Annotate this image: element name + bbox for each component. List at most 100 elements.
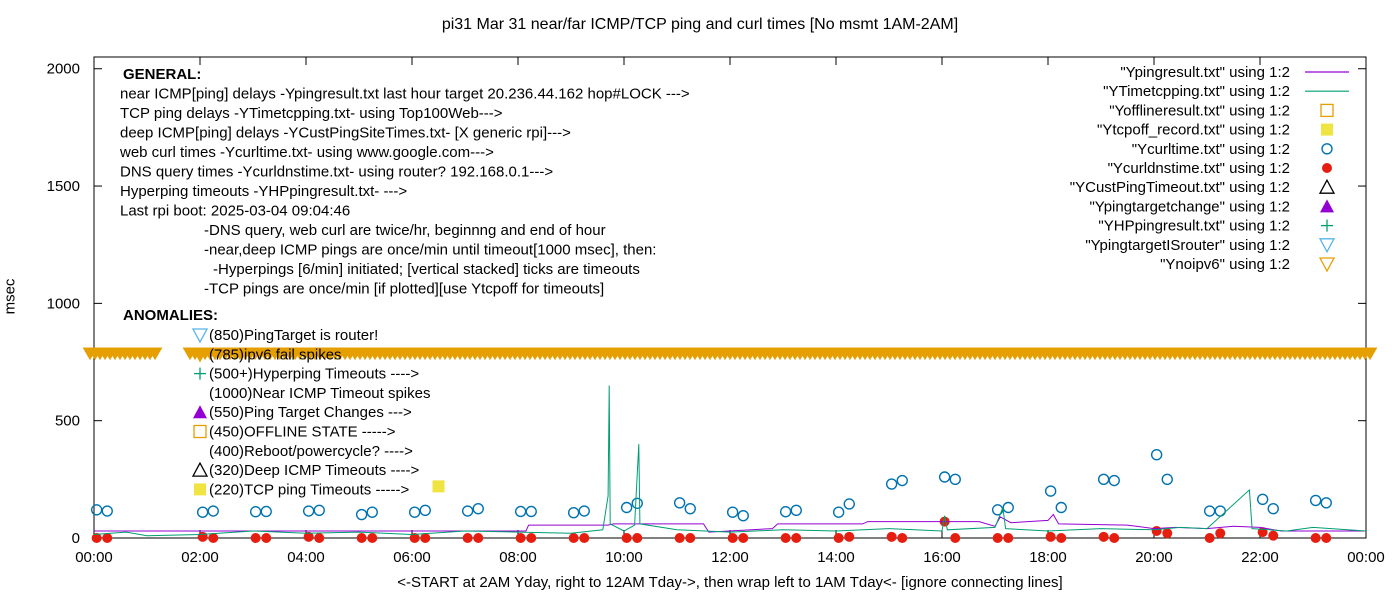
data-point-1-38: [1151, 525, 1162, 536]
general-note-0: GENERAL:: [123, 66, 201, 83]
data-point-0-33: [1002, 501, 1014, 514]
x-tick-label-1: 02:00: [181, 549, 219, 566]
general-note-8: -DNS query, web curl are twice/hr, begin…: [204, 222, 606, 239]
data-point-1-44: [1310, 533, 1321, 543]
legend-label-10: "Ynoipv6" using 1:2: [1160, 256, 1290, 273]
y-tick-label-1: 500: [55, 413, 80, 430]
data-point-0-7: [313, 504, 325, 517]
general-note-2: TCP ping delays -YTimetcpping.txt- using…: [120, 105, 503, 122]
data-point-0-36: [1097, 473, 1110, 486]
data-point-0-11: [419, 504, 431, 517]
data-point-0-35: [1055, 501, 1067, 514]
data-point-0-28: [885, 478, 898, 490]
data-point-0-19: [631, 497, 643, 509]
data-point-1-13: [473, 533, 484, 543]
data-point-1-29: [897, 533, 908, 543]
x-tick-label-8: 16:00: [923, 549, 961, 566]
data-point-0-10: [408, 506, 421, 518]
anomaly-note-5: (450)OFFLINE STATE ----->: [209, 424, 396, 441]
data-point-0-34: [1044, 485, 1057, 497]
data-point-0-16: [567, 506, 580, 519]
legend-label-3: "Ytcpoff_record.txt" using 1:2: [1097, 122, 1290, 139]
anomaly-note-1: (785)ipv6 fail spikes: [209, 346, 342, 363]
legend-key-4: [1321, 143, 1333, 155]
data-point-0-32: [991, 504, 1004, 516]
series-line-3: [93, 385, 1367, 537]
general-note-10: -Hyperpings [6/min] initiated; [vertical…: [213, 261, 640, 278]
data-point-0-44: [1309, 494, 1322, 507]
y-tick-label-0: 0: [72, 530, 80, 547]
data-point-1-24: [780, 533, 791, 543]
data-point-1-10: [409, 533, 420, 543]
legend-label-5: "Ycurldnstime.txt" using 1:2: [1108, 160, 1290, 177]
legend-label-0: "Ypingresult.txt" using 1:2: [1120, 64, 1290, 81]
data-point-1-15: [526, 533, 537, 543]
data-point-0-23: [737, 510, 749, 522]
data-point-0-0: [90, 504, 103, 516]
y-tick-label-3: 1500: [47, 178, 80, 195]
data-point-0-31: [949, 473, 961, 486]
data-point-0-43: [1267, 502, 1279, 515]
data-point-0-37: [1108, 474, 1120, 487]
data-point-0-41: [1214, 505, 1226, 517]
data-point-1-21: [685, 533, 696, 543]
data-point-1-31: [950, 533, 961, 543]
data-point-1-28: [886, 531, 897, 542]
data-point-1-5: [261, 533, 272, 543]
data-point-1-12: [462, 533, 473, 543]
data-point-1-45: [1321, 533, 1332, 543]
anomaly-key-5: [193, 424, 207, 439]
general-note-7: Last rpi boot: 2025-03-04 09:04:46: [120, 203, 350, 220]
legend-key-2: [1320, 103, 1334, 118]
general-note-9: -near,deep ICMP pings are once/min until…: [204, 242, 656, 259]
legend-key-8: [1321, 219, 1333, 232]
legend-label-4: "Ycurltime.txt" using 1:2: [1132, 141, 1290, 158]
x-axis-label: <-START at 2AM Yday, right to 12AM Tday-…: [397, 574, 1063, 591]
data-point-1-18: [621, 533, 632, 543]
data-point-1-7: [314, 533, 325, 543]
anomaly-key-7: [191, 461, 209, 477]
data-point-1-26: [833, 533, 844, 543]
legend-label-1: "YTimetcpping.txt" using 1:2: [1103, 83, 1290, 100]
anomaly-note-7: (320)Deep ICMP Timeouts ---->: [209, 462, 419, 479]
data-point-0-17: [578, 505, 590, 517]
data-point-1-8: [356, 533, 367, 543]
data-point-1-23: [738, 533, 749, 543]
data-point-0-2: [196, 506, 209, 518]
general-note-1: near ICMP[ping] delays -Ypingresult.txt …: [120, 86, 690, 103]
legend-label-9: "YpingtargetISrouter" using 1:2: [1085, 237, 1290, 254]
data-point-1-14: [515, 533, 526, 543]
data-point-1-6: [303, 531, 314, 542]
x-tick-label-7: 14:00: [817, 549, 855, 566]
data-point-1-11: [420, 533, 431, 543]
data-point-0-1: [101, 505, 113, 517]
data-point-1-3: [208, 533, 219, 543]
x-tick-label-12: 00:00: [1347, 549, 1385, 566]
x-tick-label-3: 06:00: [393, 549, 431, 566]
anomaly-key-2: [194, 367, 206, 380]
legend-key-9: [1318, 238, 1336, 254]
x-tick-label-5: 10:00: [605, 549, 643, 566]
data-point-1-9: [367, 533, 378, 543]
data-point-0-26: [832, 506, 845, 518]
data-point-0-39: [1161, 473, 1173, 486]
general-note-6: Hyperping timeouts -YHPpingresult.txt- -…: [120, 183, 407, 200]
x-tick-label-4: 08:00: [499, 549, 537, 566]
data-point-0-4: [249, 506, 262, 518]
general-note-3: deep ICMP[ping] delays -YCustPingSiteTim…: [120, 125, 571, 142]
chart-title: pi31 Mar 31 near/far ICMP/TCP ping and c…: [441, 16, 959, 33]
x-tick-label-10: 20:00: [1135, 549, 1173, 566]
anomaly-key-0: [191, 328, 209, 344]
legend-label-8: "YHPpingresult.txt" using 1:2: [1098, 218, 1290, 235]
legend-key-10: [1318, 257, 1336, 273]
legend-key-6: [1318, 178, 1336, 194]
data-point-1-19: [632, 533, 643, 543]
anomaly-note-8: (220)TCP ping Timeouts ----->: [209, 481, 409, 498]
legend-key-7: [1320, 199, 1334, 213]
data-point-1-2: [197, 531, 208, 542]
x-tick-label-9: 18:00: [1029, 549, 1067, 566]
data-point-1-17: [579, 533, 590, 543]
data-point-0-3: [207, 505, 219, 517]
data-point-1-40: [1204, 533, 1215, 543]
